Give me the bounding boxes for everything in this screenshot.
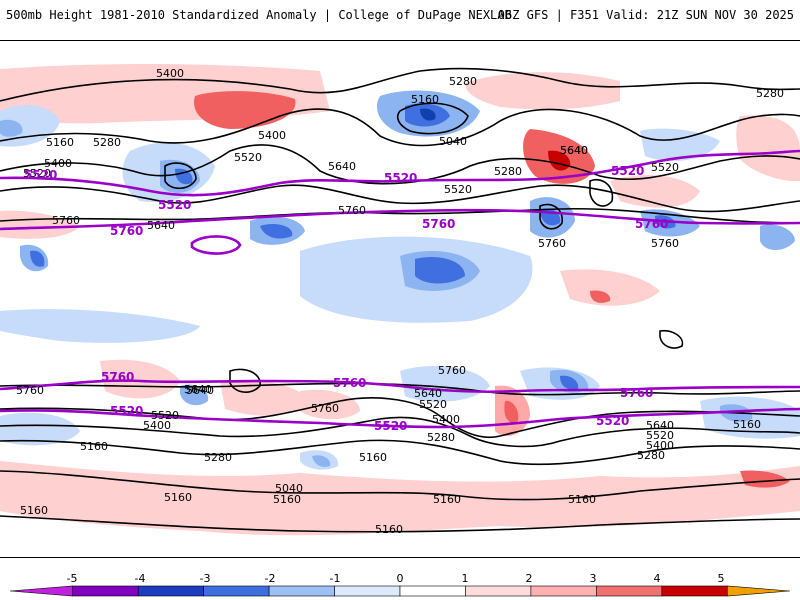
colorbar-tick-label: 5 [718,572,725,585]
contour-label: 5520 [646,429,674,442]
colorbar-tick-label: -1 [330,572,341,585]
colorbar-segment [726,585,791,597]
contour-label: 5400 [432,413,460,426]
contour-label: 5280 [427,431,455,444]
contour-label: 5640 [186,384,214,397]
colorbar-tick-label: -2 [265,572,276,585]
title-right: 06Z GFS | F351 Valid: 21Z SUN NOV 30 202… [497,8,794,22]
contour-label: 5280 [93,136,121,149]
colorbar-tick-label: -3 [200,572,211,585]
highlight-label: 5520 [24,168,57,182]
colorbar-segment [399,585,466,597]
contour-label: 5400 [258,129,286,142]
negative-anomaly-fill [0,90,800,470]
colorbar-tick-label: 1 [462,572,469,585]
contour-label: 5160 [733,418,761,431]
contour-label: 5160 [359,451,387,464]
colorbar-tick-label: 2 [526,572,533,585]
contour-label: 5280 [449,75,477,88]
colorbar-tick-label: -5 [67,572,78,585]
contour-label: 5160 [433,493,461,506]
colorbar-segment [465,585,532,597]
contour-label: 5760 [338,204,366,217]
contour-label: 5520 [444,183,472,196]
contour-label: 5160 [80,440,108,453]
highlight-label: 5760 [110,224,143,238]
highlight-label: 5760 [101,370,134,384]
colorbar-tick-label: 4 [654,572,661,585]
contour-label: 5400 [44,157,72,170]
highlight-label: 5520 [110,404,143,418]
highlight-label: 5520 [611,164,644,178]
contour-label: 5520 [234,151,262,164]
colorbar-tick-label: 0 [397,572,404,585]
contour-label: 5040 [275,482,303,495]
highlight-label: 5520 [158,198,191,212]
contour-label: 5760 [311,402,339,415]
contour-label: 5160 [20,504,48,517]
contour-label: 5640 [560,144,588,157]
highlight-label: 5760 [635,217,668,231]
contour-label: 5520 [419,398,447,411]
colorbar-segment [203,585,270,597]
contour-label: 5760 [538,237,566,250]
contour-label: 5280 [637,449,665,462]
contour-label: 5520 [23,167,51,180]
highlight-label: 5760 [422,217,455,231]
contour-label: 5760 [52,214,80,227]
colorbar-segment [72,585,139,597]
highlight-label: 5520 [384,171,417,185]
contour-label: 5400 [143,419,171,432]
contour-label: 5640 [328,160,356,173]
highlight-label: 5760 [333,376,366,390]
highlight-label: 5520 [374,419,407,433]
height-contours [0,67,800,533]
title-left: 500mb Height 1981-2010 Standardized Anom… [6,8,512,22]
highlight-label: 5760 [620,386,653,400]
map-panel: 5400 5280 5160 5280 5400 5520 5640 5040 … [0,40,800,558]
contour-label: 5520 [651,161,679,174]
colorbar-segment [137,585,204,597]
contour-label: 5280 [494,165,522,178]
contour-label: 5640 [147,219,175,232]
contour-label: 5160 [568,493,596,506]
colorbar-segment [661,585,728,597]
header: 500mb Height 1981-2010 Standardized Anom… [0,0,800,30]
contour-labels-black: 5400 5280 5160 5280 5400 5520 5640 5040 … [16,67,784,536]
highlight-contours [0,149,800,429]
contour-label: 5040 [439,135,467,148]
contour-label: 5400 [156,67,184,80]
colorbar-segment [530,585,597,597]
colorbar-segment [334,585,401,597]
contour-label: 5640 [646,419,674,432]
colorbar-segment [596,585,663,597]
contour-label: 5640 [414,387,442,400]
contour-label: 5400 [646,439,674,452]
contour-label: 5760 [651,237,679,250]
contour-label: 5160 [411,93,439,106]
colorbar-segments [9,585,791,597]
colorbar-ticks: -5 -4 -3 -2 -1 0 1 2 3 4 5 [67,572,725,585]
colorbar: -5 -4 -3 -2 -1 0 1 2 3 4 5 [0,570,800,600]
colorbar-tick-label: 3 [590,572,597,585]
contour-label: 5640 [560,144,588,157]
colorbar-segment [9,585,74,597]
colorbar-svg: -5 -4 -3 -2 -1 0 1 2 3 4 5 [9,572,791,597]
contour-label: 5160 [46,136,74,149]
contour-label: 5640 [184,383,212,396]
contour-label: 5280 [756,87,784,100]
highlight-label: 5520 [596,414,629,428]
colorbar-segment [268,585,335,597]
contour-label: 5760 [16,384,44,397]
anomaly-map: 5400 5280 5160 5280 5400 5520 5640 5040 … [0,64,800,536]
contour-label: 5160 [273,493,301,506]
contour-label: 5160 [164,491,192,504]
contour-label: 5520 [151,409,179,422]
contour-label: 5280 [204,451,232,464]
contour-label: 5760 [438,364,466,377]
colorbar-tick-label: -4 [135,572,146,585]
contour-label: 5160 [375,523,403,536]
contour-labels-purple: 5520 5520 5520 5520 5760 5760 5760 5760 … [24,164,668,433]
